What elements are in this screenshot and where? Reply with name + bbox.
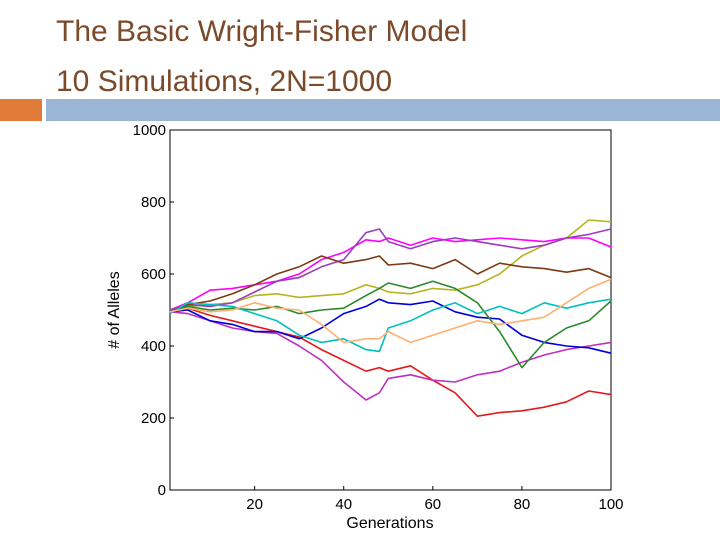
series-line-3 <box>169 237 612 311</box>
y-tick-label: 600 <box>141 266 166 283</box>
y-tick-label: 200 <box>141 410 166 427</box>
series-line-5 <box>169 255 612 313</box>
x-tick-label: 80 <box>514 496 531 513</box>
series-line-8 <box>169 280 612 369</box>
plot-area <box>169 129 612 491</box>
y-tick-label: 1000 <box>133 122 166 139</box>
x-tick-label: 60 <box>424 496 441 513</box>
series-line-4 <box>169 228 612 311</box>
axis-layer: 0 200 400 600 800 1000 20 40 60 80 100 <box>133 122 624 513</box>
slide-title: The Basic Wright-Fisher Model <box>56 15 468 48</box>
accent-bar-left <box>0 99 42 121</box>
y-tick-label: 400 <box>141 338 166 355</box>
series-line-1 <box>169 307 612 418</box>
series-line-7 <box>169 298 612 354</box>
slide-subtitle: 10 Simulations, 2N=1000 <box>56 65 393 98</box>
x-tick-label: 20 <box>246 496 263 513</box>
y-tick-label: 800 <box>141 194 166 211</box>
accent-bar-right <box>46 99 720 121</box>
series-line-2 <box>169 219 612 313</box>
series-line-9 <box>169 298 612 353</box>
series-line-10 <box>169 278 612 344</box>
x-tick-label: 100 <box>598 496 623 513</box>
series-line-6 <box>169 311 612 401</box>
y-axis-label: # of Alleles <box>106 271 123 348</box>
x-axis-label: Generations <box>346 515 433 532</box>
y-tick-label: 0 <box>158 482 166 499</box>
x-tick-label: 40 <box>335 496 352 513</box>
series-layer <box>169 219 612 418</box>
